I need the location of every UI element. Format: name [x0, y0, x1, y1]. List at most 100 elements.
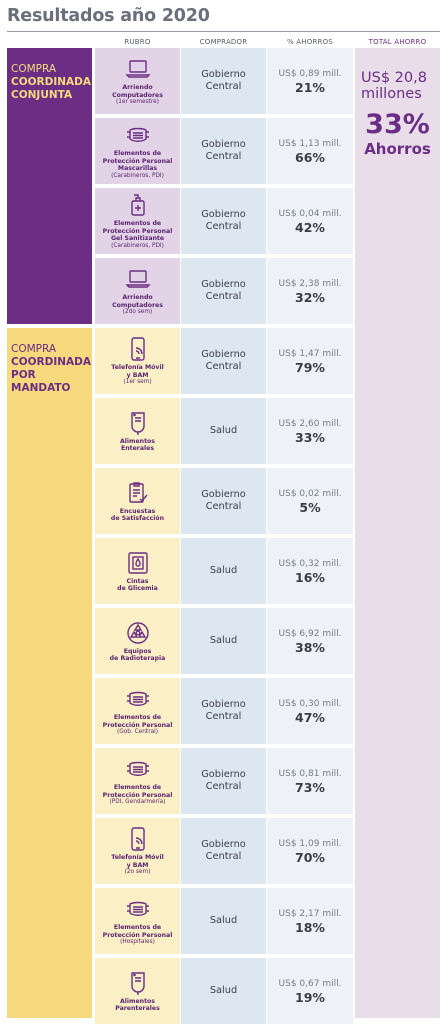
rubro-name-line: Protección Personal [102, 227, 173, 235]
table-row-rubro: Cintas de Glicemia [95, 538, 180, 604]
iv-bag-icon [125, 410, 151, 438]
savings-amount: US$ 2,38 mill. [278, 278, 342, 289]
table-row-ahorro: US$ 1,47 mill. 79% [267, 328, 353, 394]
rubro-subtitle: (1er semestre) [116, 99, 159, 105]
rubro-name-line: Mascarillas [117, 165, 158, 173]
savings-amount: US$ 1,09 mill. [278, 838, 342, 849]
table-row-ahorro: US$ 0,02 mill. 5% [267, 468, 353, 534]
savings-amount: US$ 0,30 mill. [278, 698, 342, 709]
page-title: Resultados año 2020 [7, 6, 210, 26]
rubro-name-line: de Radioterapia [109, 655, 166, 662]
table-row-rubro: Telefonía Móvil y BAM (1er sem) [95, 328, 180, 394]
group-label-line3: CONJUNTA [11, 89, 73, 101]
group-band-mandato: COMPRA COORDINADA POR MANDATO [7, 328, 92, 1018]
rubro-name-line: Protección Personal [102, 931, 173, 939]
table-row-ahorro: US$ 2,17 mill. 18% [267, 888, 353, 954]
savings-percentage: 42% [295, 219, 325, 235]
table-row-rubro: Encuestas de Satisfacción [95, 468, 180, 534]
group-label-line1: COMPRA [11, 343, 57, 355]
table-row-comprador: Salud [181, 398, 266, 464]
savings-percentage: 73% [295, 779, 325, 795]
savings-percentage: 66% [295, 149, 325, 165]
rubro-name-line: y BAM [126, 861, 149, 869]
savings-amount: US$ 0,32 mill. [278, 558, 342, 569]
savings-percentage: 18% [295, 919, 325, 935]
savings-percentage: 5% [299, 499, 321, 515]
total-savings-column: US$ 20,8 millones 33% Ahorros [355, 48, 440, 1018]
glucose-strip-icon [125, 550, 151, 578]
rubro-subtitle: (2o sem) [124, 869, 151, 875]
total-label: Ahorros [364, 140, 431, 158]
laptop-icon [124, 266, 151, 294]
group-label-line3: POR MANDATO [11, 369, 71, 394]
table-row-ahorro: US$ 0,30 mill. 47% [267, 678, 353, 744]
rubro-name-line: Computadores [112, 301, 163, 309]
mask-icon [125, 122, 151, 150]
table-row-ahorro: US$ 0,81 mill. 73% [267, 748, 353, 814]
savings-percentage: 16% [295, 569, 325, 585]
rubro-subtitle: (Hospitales) [120, 939, 155, 945]
table-row-rubro: Elementos de Protección Personal (Gob. Cen… [95, 678, 180, 744]
table-row-comprador: Gobierno Central [181, 468, 266, 534]
rubro-name-line: Protección Personal [102, 791, 173, 799]
savings-percentage: 79% [295, 359, 325, 375]
mask-icon [125, 756, 151, 784]
rubro-name-line: Gel Sanitizante [110, 235, 165, 243]
savings-amount: US$ 6,92 mill. [278, 628, 342, 639]
savings-amount: US$ 2,17 mill. [278, 908, 342, 919]
table-row-rubro: Elementos de Protección Personal (PDI, Gen… [95, 748, 180, 814]
rubro-subtitle: (1er sem) [123, 379, 152, 385]
table-row-rubro: Elementos de Protección Personal Gel Sanit… [95, 188, 180, 254]
savings-percentage: 33% [295, 429, 325, 445]
table-row-rubro: Elementos de Protección Personal Mascarill… [95, 118, 180, 184]
rubro-name-line: Elementos de [113, 784, 162, 791]
header-rubro: RUBRO [124, 38, 151, 46]
rubro-name-line: Enterales [120, 445, 154, 452]
rubro-name-line: Elementos de [113, 714, 162, 721]
rubro-name-line: Elementos de [113, 924, 162, 931]
rubro-name-line: Protección Personal [102, 721, 173, 729]
table-row-ahorro: US$ 0,89 mill. 21% [267, 48, 353, 114]
rubro-name-line: Parenterales [115, 1005, 160, 1012]
savings-amount: US$ 0,81 mill. [278, 768, 342, 779]
table-row-ahorro: US$ 6,92 mill. 38% [267, 608, 353, 674]
table-row-comprador: Gobierno Central [181, 48, 266, 114]
rubro-name-line: Cintas [126, 577, 149, 585]
phone-icon [125, 336, 151, 364]
table-row-comprador: Gobierno Central [181, 818, 266, 884]
table-row-ahorro: US$ 1,09 mill. 70% [267, 818, 353, 884]
radiation-icon [125, 620, 151, 648]
group-label-line2: COORDINADA [11, 76, 92, 88]
table-row-comprador: Gobierno Central [181, 328, 266, 394]
table-row-comprador: Gobierno Central [181, 258, 266, 324]
rubro-name-line: Elementos de [113, 220, 162, 228]
group-label-line1: COMPRA [11, 63, 57, 75]
rubro-name-line: de Glicemia [117, 585, 158, 592]
rubro-name-line: Arriendo [122, 294, 153, 301]
table-row-comprador: Gobierno Central [181, 188, 266, 254]
savings-amount: US$ 2,60 mill. [278, 418, 342, 429]
table-row-ahorro: US$ 2,60 mill. 33% [267, 398, 353, 464]
header-comprador: COMPRADOR [199, 38, 248, 46]
header-ahorros: % AHORROS [287, 38, 333, 46]
rubro-name-line: Encuestas [119, 507, 156, 515]
table-row-comprador: Gobierno Central [181, 118, 266, 184]
group-label-line2: COORDINADA [11, 356, 92, 368]
table-row-comprador: Salud [181, 958, 266, 1024]
savings-percentage: 21% [295, 79, 325, 95]
rubro-name-line: Alimentos [120, 437, 155, 445]
savings-percentage: 38% [295, 639, 325, 655]
savings-amount: US$ 0,04 mill. [278, 208, 342, 219]
table-row-ahorro: US$ 0,67 mill. 19% [267, 958, 353, 1024]
laptop-icon [124, 56, 151, 84]
table-row-ahorro: US$ 0,32 mill. 16% [267, 538, 353, 604]
mask-icon [125, 896, 151, 924]
rubro-subtitle: (PDI, Gendarmería) [109, 799, 166, 805]
rubro-name-line: Protección Personal [102, 157, 173, 165]
rubro-name-line: Alimentos [120, 997, 155, 1005]
rubro-name-line: Equipos [123, 647, 152, 655]
rubro-name-line: Computadores [112, 91, 163, 99]
table-row-rubro: Telefonía Móvil y BAM (2o sem) [95, 818, 180, 884]
rubro-name-line: Telefonía Móvil [111, 854, 164, 861]
savings-amount: US$ 0,89 mill. [278, 68, 342, 79]
